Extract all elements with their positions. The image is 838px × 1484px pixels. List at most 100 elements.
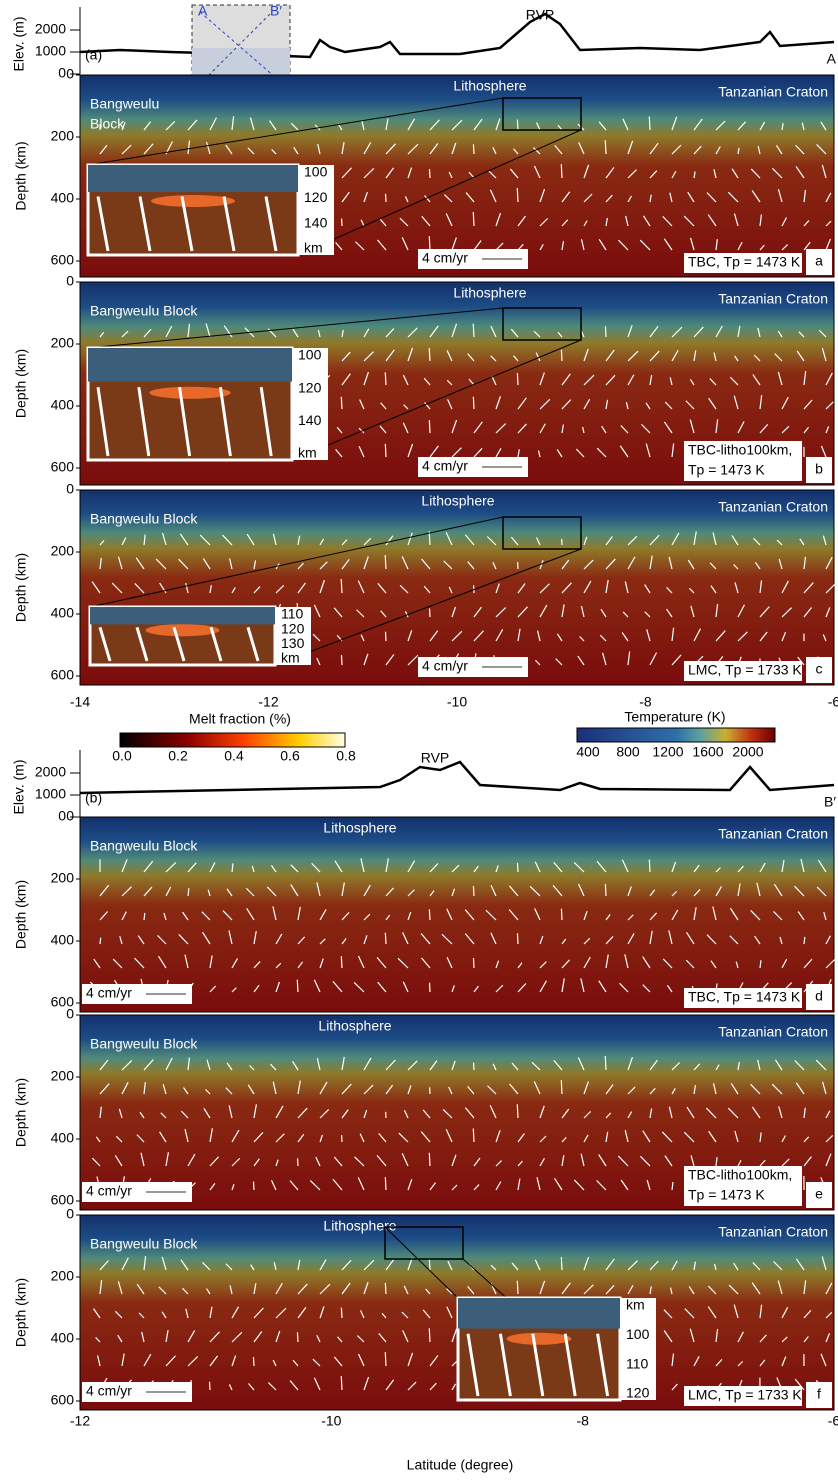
region-label: Bangweulu xyxy=(90,96,159,112)
velocity-arrow xyxy=(517,1104,518,1118)
inset-tick-label: 100 xyxy=(626,1326,650,1342)
velocity-arrow xyxy=(297,980,298,992)
depth-tick-label: 400 xyxy=(51,1330,75,1346)
panel-letter: a xyxy=(815,253,823,269)
melt-bar-title: Melt fraction (%) xyxy=(189,711,291,727)
elev-axis-title: Elev. (m) xyxy=(11,17,27,72)
peak-label: RVP xyxy=(421,750,450,766)
velocity-arrow xyxy=(341,1308,342,1318)
elev-tick-label: 2000 xyxy=(35,21,66,37)
velocity-arrow xyxy=(144,913,145,920)
region-label: Lithosphere xyxy=(318,1018,391,1034)
velocity-arrow xyxy=(473,397,474,409)
region-label: Tanzanian Craton xyxy=(718,84,828,100)
velocity-arrow xyxy=(473,212,474,226)
velocity-arrow xyxy=(473,144,474,154)
velocity-arrow xyxy=(341,397,342,409)
velocity-arrow xyxy=(429,1258,430,1270)
region-label: Lithosphere xyxy=(323,1218,396,1234)
elev-tick-label: 0 xyxy=(58,808,66,824)
inset-tick-label: 120 xyxy=(304,189,328,205)
x-tick-label: -14 xyxy=(70,694,90,710)
depth-tick-label: 200 xyxy=(51,335,75,351)
inset-tick-label: 120 xyxy=(626,1385,650,1401)
inset-tick-bg xyxy=(292,348,328,460)
depth-tick-label: 200 xyxy=(51,1068,75,1084)
velocity-arrow xyxy=(385,933,386,944)
temp-tick-label: 1600 xyxy=(692,744,723,760)
region-label: Tanzanian Craton xyxy=(718,499,828,515)
velocity-arrow xyxy=(517,1281,518,1294)
melt-zone xyxy=(149,387,231,399)
velocity-arrow xyxy=(517,933,518,944)
peak-label: RVP xyxy=(526,7,555,23)
scale-label: 4 cm/yr xyxy=(422,658,468,674)
model-label: LMC, Tp = 1733 K xyxy=(688,662,802,678)
region-label: Tanzanian Craton xyxy=(718,826,828,842)
velocity-arrow xyxy=(517,188,518,202)
panel-letter: e xyxy=(815,1186,823,1202)
temp-tick-label: 1200 xyxy=(652,744,683,760)
map-label: B′ xyxy=(270,3,282,19)
velocity-arrow xyxy=(649,860,650,872)
depth-tick-label: 600 xyxy=(51,667,75,683)
elev-tick-label: 0 xyxy=(58,65,66,81)
melt-zone xyxy=(146,624,220,636)
elev-tick-label: 1000 xyxy=(35,786,66,802)
depth-axis-title: Depth (km) xyxy=(13,553,29,622)
inset-tick-label: 130 xyxy=(281,635,305,651)
velocity-arrow xyxy=(341,579,342,593)
x-tick-label: -8 xyxy=(639,694,652,710)
region-label: Bangweulu Block xyxy=(90,838,198,854)
depth-tick-label: 0 xyxy=(66,1206,74,1222)
panel-letter: d xyxy=(815,988,823,1004)
velocity-arrow xyxy=(253,1182,254,1190)
melt-zone xyxy=(507,1333,572,1345)
elevation-profile xyxy=(80,762,834,793)
depth-tick-label: 0 xyxy=(66,273,74,289)
velocity-arrow xyxy=(385,444,386,457)
scale-label: 4 cm/yr xyxy=(422,458,468,474)
region-label: Bangweulu Block xyxy=(90,1036,198,1052)
inset-top xyxy=(90,607,275,624)
inset-tick-label: 140 xyxy=(304,214,328,230)
depth-axis-title: Depth (km) xyxy=(13,880,29,949)
region-label: Tanzanian Craton xyxy=(718,291,828,307)
scale-label: 4 cm/yr xyxy=(86,1383,132,1399)
model-label: TBC, Tp = 1473 K xyxy=(688,254,801,270)
inset-tick-label: 110 xyxy=(281,606,304,622)
depth-axis-title: Depth (km) xyxy=(13,141,29,210)
region-label: Bangweulu Block xyxy=(90,1236,198,1252)
inset-tick-label: km xyxy=(304,240,323,256)
region-label: Block xyxy=(90,116,125,132)
inset-tick-label: 140 xyxy=(298,412,322,428)
velocity-arrow xyxy=(253,1357,254,1366)
group-label: (a) xyxy=(85,47,102,63)
velocity-arrow xyxy=(517,863,518,872)
velocity-arrow xyxy=(429,348,430,361)
depth-tick-label: 400 xyxy=(51,932,75,948)
x-tick-label: -10 xyxy=(321,1413,341,1429)
x-tick-label: -8 xyxy=(576,1413,589,1429)
x-tick-label: -6 xyxy=(828,1413,838,1429)
depth-tick-label: 600 xyxy=(51,252,75,268)
velocity-arrow xyxy=(429,909,430,920)
velocity-arrow xyxy=(605,884,606,896)
region-label: Tanzanian Craton xyxy=(718,1024,828,1040)
depth-axis-title: Depth (km) xyxy=(13,1278,29,1347)
inset-top xyxy=(458,1298,620,1329)
model-label: Tp = 1473 K xyxy=(688,462,765,478)
velocity-arrow xyxy=(605,326,606,337)
temp-bar-title: Temperature (K) xyxy=(624,709,725,725)
elev-axis-title: Elev. (m) xyxy=(11,760,27,815)
velocity-arrow xyxy=(429,420,430,433)
melt-zone xyxy=(151,195,235,207)
scale-label: 4 cm/yr xyxy=(86,1183,132,1199)
elev-tick-label: 1000 xyxy=(35,43,66,59)
depth-tick-label: 200 xyxy=(51,1268,75,1284)
depth-tick-label: 200 xyxy=(51,543,75,559)
velocity-arrow xyxy=(473,1128,474,1142)
depth-tick-label: 400 xyxy=(51,397,75,413)
velocity-arrow xyxy=(385,1352,386,1366)
